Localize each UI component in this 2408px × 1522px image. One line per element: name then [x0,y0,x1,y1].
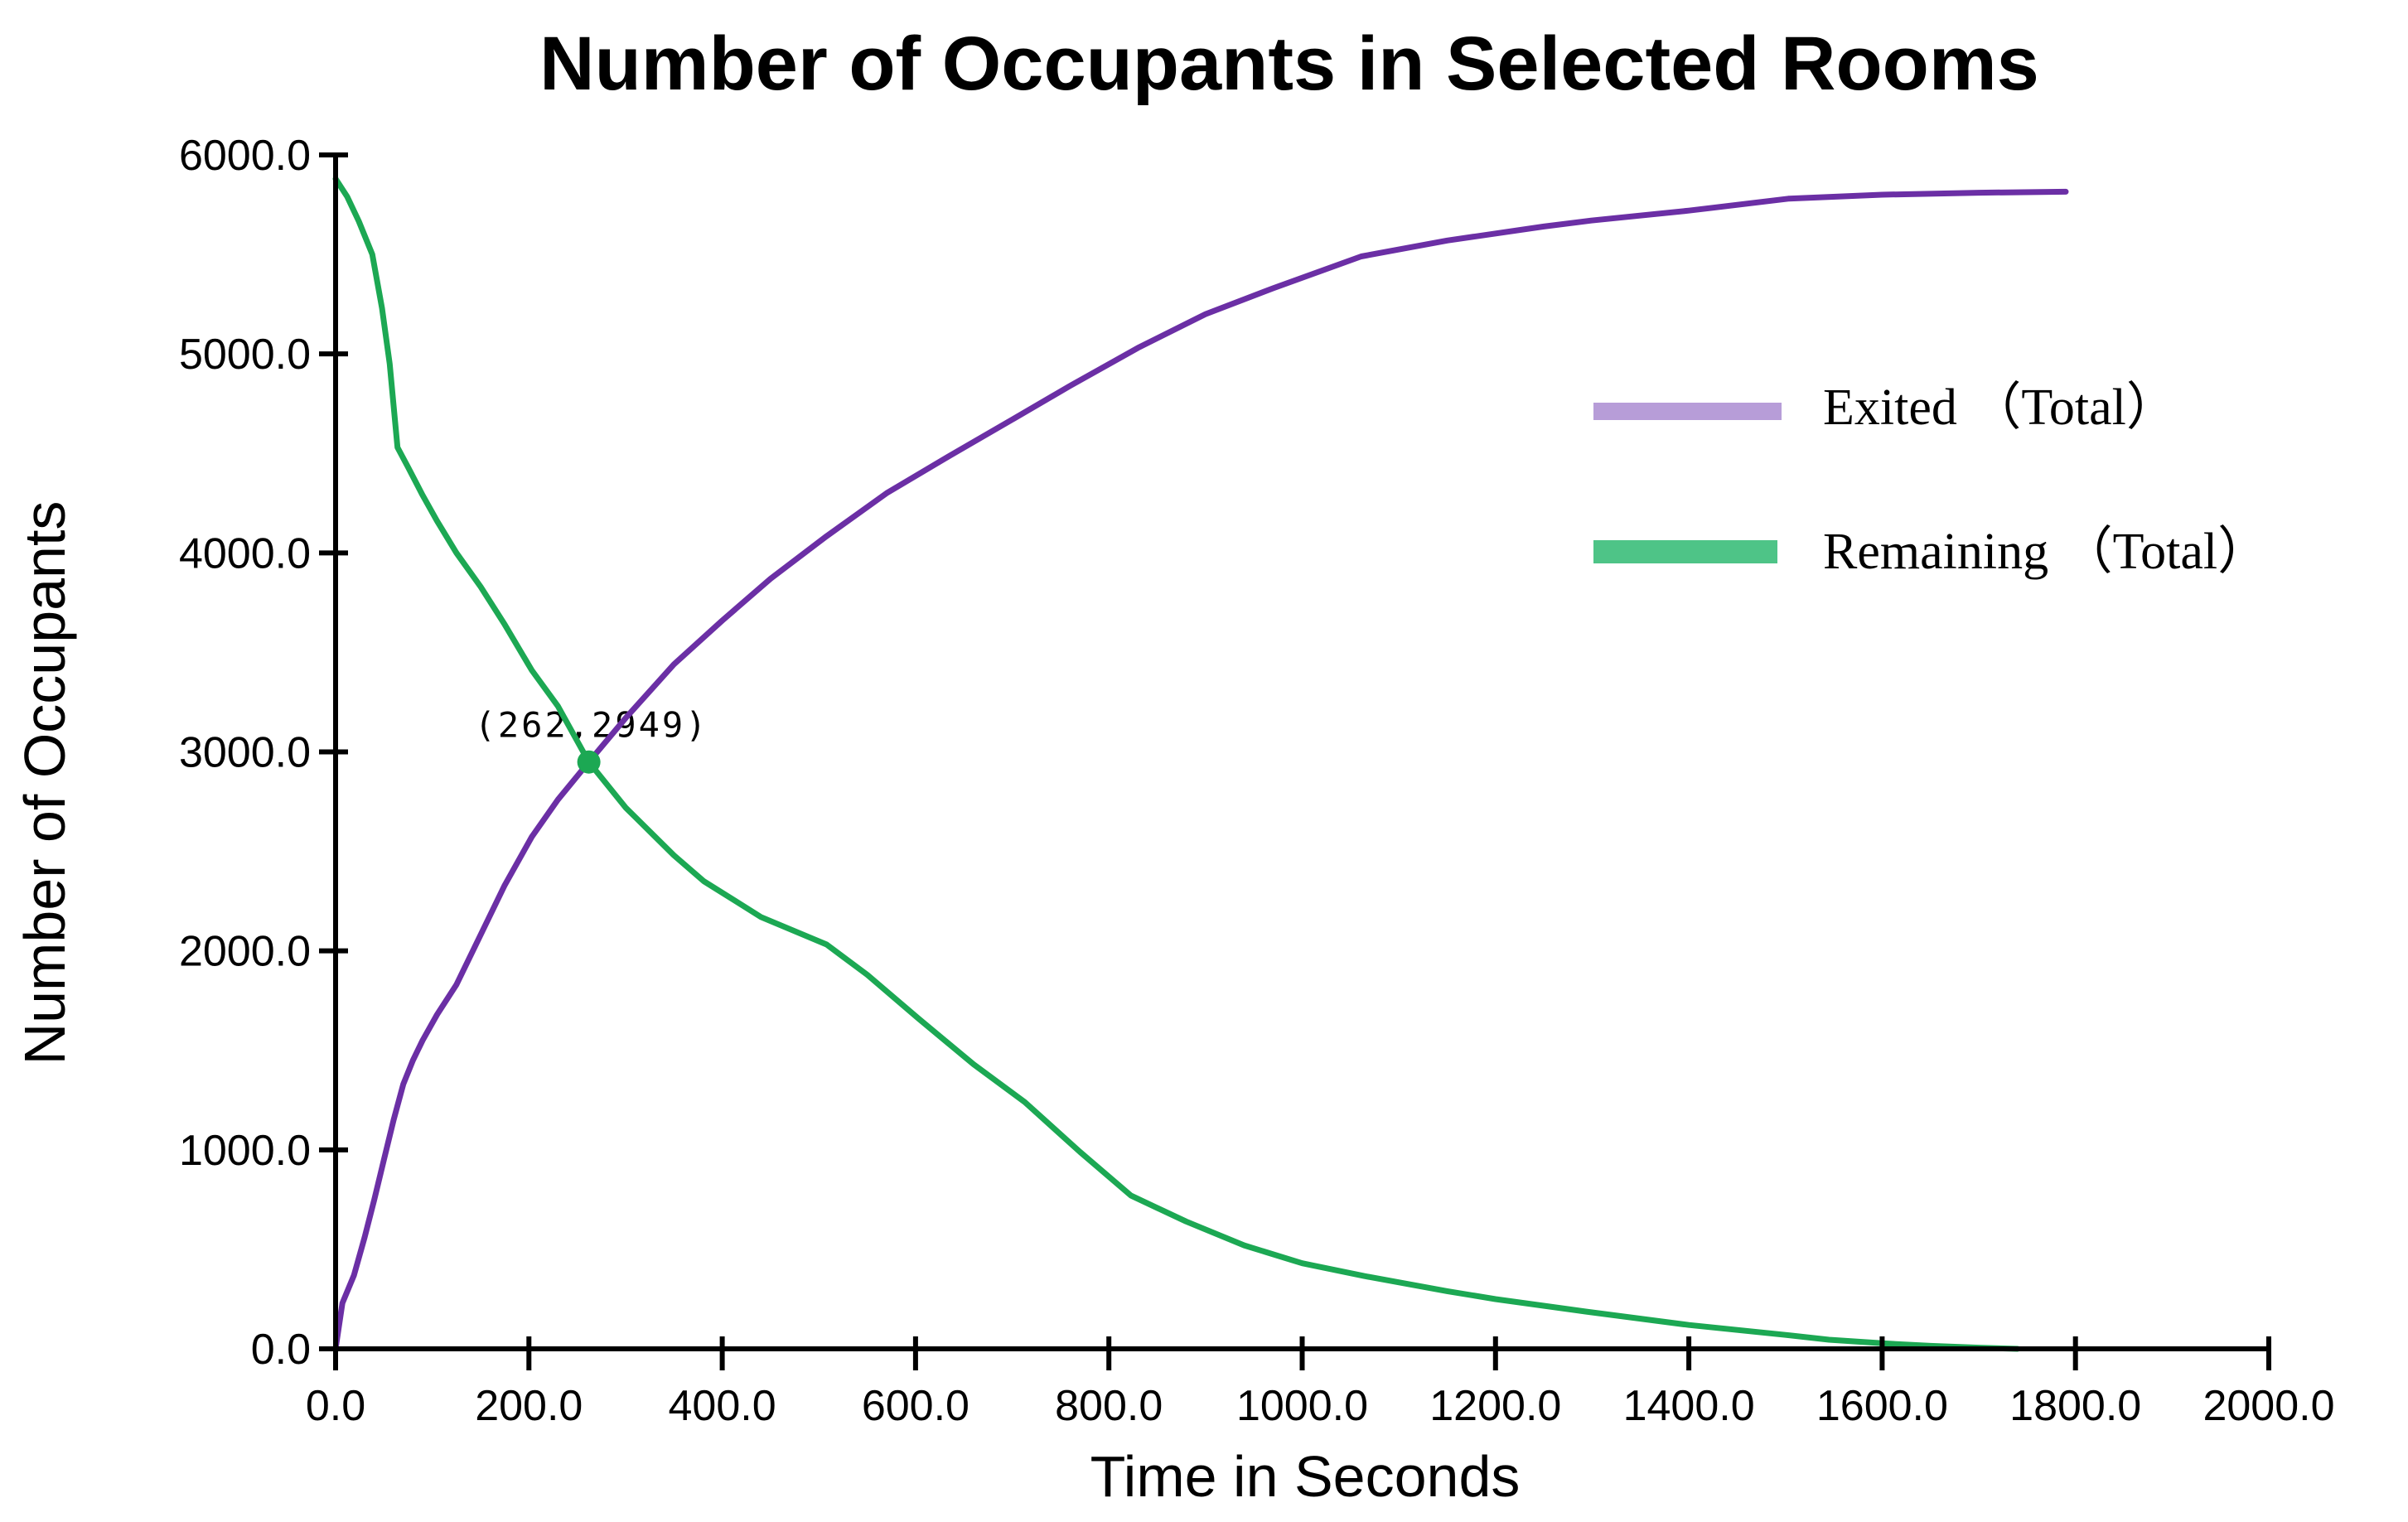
series-layer [332,176,2069,1352]
y-tick-label: 6000.0 [179,132,311,180]
x-tick-label: 400.0 [669,1382,776,1430]
x-tick-label: 1000.0 [1236,1382,1368,1430]
annotation-marker-dot [577,750,601,774]
y-tick-label: 1000.0 [179,1127,311,1175]
x-axis-title: Time in Seconds [1090,1444,1521,1509]
x-tick-label: 200.0 [475,1382,583,1430]
y-tick-label: 3000.0 [179,728,311,776]
x-tick-label: 1600.0 [1816,1382,1948,1430]
x-tick-label: 600.0 [862,1382,969,1430]
y-axis-title: Number of Occupants [12,501,77,1065]
x-tick-label: 2000.0 [2202,1382,2334,1430]
legend: Exited （Total） Remaining （Total） [1593,379,2269,580]
series-line-remaining [332,176,2021,1352]
x-tick-label: 1800.0 [2009,1382,2141,1430]
legend-label-remaining: Remaining （Total） [1823,524,2269,580]
y-tick-label: 4000.0 [179,529,311,577]
chart-title: Number of Occupants in Selected Rooms [539,22,2039,106]
annotation-layer: (262,2949) [475,705,709,746]
x-tick-label: 0.0 [306,1382,365,1430]
annotation-label: (262,2949) [475,705,709,746]
legend-swatch-remaining [1593,540,1777,563]
x-tick-label: 1400.0 [1623,1382,1755,1430]
y-tick-label: 2000.0 [179,928,311,976]
axes-layer: 0.0 200.0 400.0 600.0 800.0 1000.0 1200.0 1400.… [179,132,2335,1430]
series-line-exited [332,188,2069,1352]
x-tick-label: 800.0 [1055,1382,1163,1430]
y-tick-label: 5000.0 [179,331,311,379]
x-tick-label: 1200.0 [1429,1382,1561,1430]
y-tick-label: 0.0 [251,1326,311,1374]
legend-swatch-exited [1593,403,1782,420]
legend-label-exited: Exited （Total） [1823,379,2178,436]
